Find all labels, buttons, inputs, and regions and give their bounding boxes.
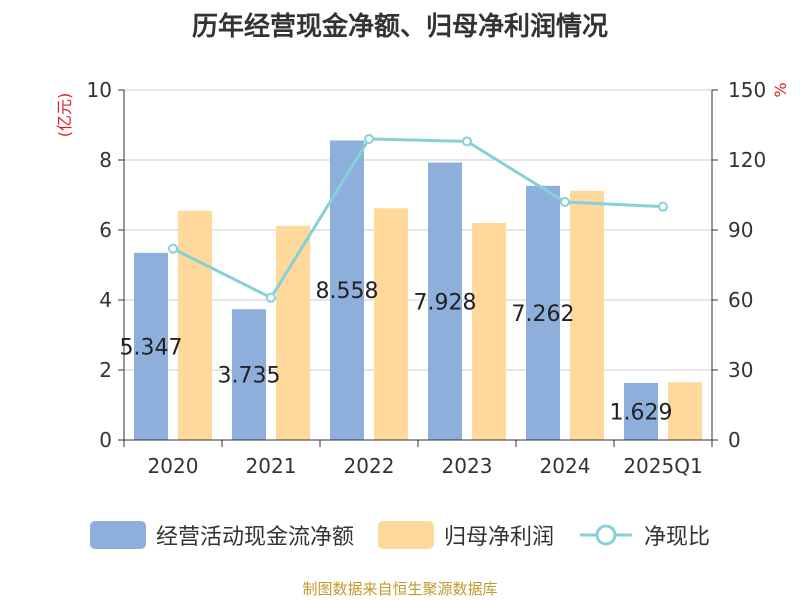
left-tick-label: 10 bbox=[87, 78, 112, 102]
right-tick-label: 120 bbox=[728, 148, 766, 172]
left-tick-label: 8 bbox=[99, 148, 112, 172]
ratio-line bbox=[168, 134, 668, 303]
bar-cash bbox=[526, 185, 560, 440]
x-tick-label: 2023 bbox=[442, 454, 493, 478]
data-label-cash: 3.735 bbox=[218, 364, 281, 389]
left-tick-label: 0 bbox=[99, 428, 112, 452]
right-tick-label: 60 bbox=[728, 288, 753, 312]
legend-item-cash[interactable]: 经营活动现金流净额 bbox=[89, 519, 354, 551]
bar-profit bbox=[570, 190, 604, 440]
left-axis-unit: (亿元) bbox=[55, 93, 74, 138]
data-label-cash: 7.928 bbox=[414, 290, 477, 315]
x-tick-label: 2024 bbox=[540, 454, 591, 478]
x-tick-label: 2021 bbox=[246, 454, 297, 478]
legend-label-profit: 归母净利润 bbox=[443, 525, 554, 550]
left-tick-label: 2 bbox=[99, 358, 112, 382]
legend-item-profit[interactable]: 归母净利润 bbox=[377, 519, 554, 551]
legend-item-ratio[interactable]: 净现比 bbox=[578, 519, 710, 551]
legend-line-ratio bbox=[580, 524, 632, 546]
bar-profit bbox=[276, 225, 310, 440]
bars bbox=[134, 140, 702, 440]
right-tick-label: 0 bbox=[728, 428, 741, 452]
x-tick-label: 2022 bbox=[344, 454, 395, 478]
x-tick-label: 2020 bbox=[148, 454, 199, 478]
x-tick-label: 2025Q1 bbox=[623, 454, 702, 478]
ratio-line-path bbox=[172, 137, 664, 300]
ratio-point bbox=[266, 292, 276, 303]
right-axis-unit: % bbox=[771, 82, 790, 97]
right-tick-label: 150 bbox=[728, 78, 766, 102]
data-label-cash: 1.629 bbox=[610, 400, 673, 425]
ratio-point bbox=[168, 243, 178, 254]
data-label-cash: 5.347 bbox=[120, 335, 183, 360]
bar-profit bbox=[374, 208, 408, 440]
ratio-point bbox=[560, 197, 570, 207]
bar-profit bbox=[472, 223, 506, 440]
data-label-cash: 8.558 bbox=[316, 279, 379, 304]
ratio-point bbox=[658, 201, 668, 212]
left-tick-label: 4 bbox=[99, 288, 112, 312]
legend-swatch-cash bbox=[89, 521, 146, 549]
legend-label-cash: 经营活动现金流净额 bbox=[155, 525, 354, 550]
bar-cash bbox=[134, 252, 168, 440]
data-label-cash: 7.262 bbox=[512, 302, 575, 327]
data-source: 制图数据来自恒生聚源数据库 bbox=[302, 580, 498, 598]
axes: 0 2 4 6 8 10 0 30 60 90 120 150 2020 2021 2022 2023 2024… bbox=[87, 78, 767, 478]
ratio-point bbox=[364, 134, 374, 144]
grid bbox=[124, 89, 712, 371]
legend-swatch-profit bbox=[377, 521, 434, 549]
legend: 经营活动现金流净额 归母净利润 净现比 bbox=[0, 519, 800, 551]
bar-profit bbox=[668, 382, 702, 440]
data-labels: 5.347 3.735 8.558 7.928 7.262 1.629 bbox=[120, 279, 673, 425]
left-tick-label: 6 bbox=[99, 218, 112, 242]
ratio-point bbox=[462, 136, 472, 147]
bar-cash bbox=[232, 309, 266, 440]
right-tick-label: 30 bbox=[728, 358, 753, 382]
bar-cash bbox=[624, 382, 658, 440]
chart-title: 历年经营现金净额、归母净利润情况 bbox=[191, 12, 608, 42]
right-tick-label: 90 bbox=[728, 218, 753, 242]
bar-profit bbox=[178, 210, 212, 440]
bar-cash bbox=[428, 162, 462, 440]
legend-label-ratio: 净现比 bbox=[644, 525, 711, 550]
